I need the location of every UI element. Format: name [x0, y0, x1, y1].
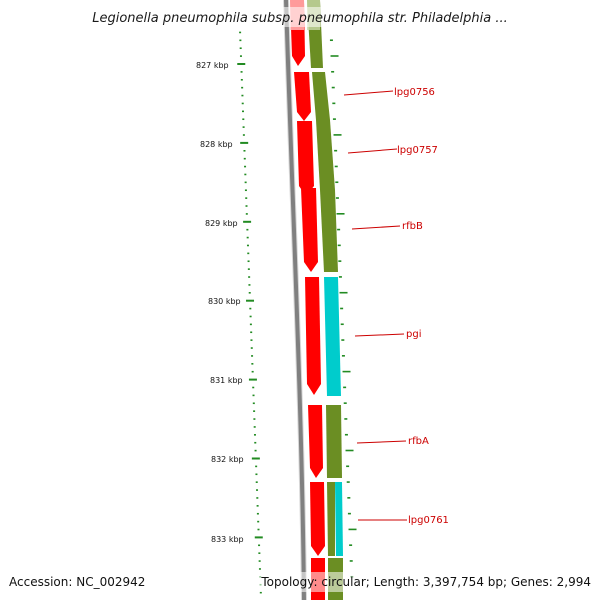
cog-feature[interactable]	[326, 405, 342, 478]
leader-line	[347, 148, 398, 154]
leader-line	[343, 90, 394, 96]
gene-label[interactable]: pgi	[406, 329, 421, 340]
ruler-label: 832 kbp	[211, 455, 244, 464]
accession-label: Accession: NC_002942	[9, 575, 145, 589]
cds-feature[interactable]	[305, 277, 321, 395]
gene-label[interactable]: lpg0756	[394, 87, 435, 98]
ruler-label: 827 kbp	[196, 61, 229, 70]
cog-feature[interactable]	[316, 120, 335, 190]
cog-feature[interactable]	[327, 482, 335, 556]
gene-label[interactable]: rfbB	[402, 221, 423, 232]
gene-label[interactable]: rfbA	[408, 436, 429, 447]
leader-line	[354, 333, 405, 337]
leader-line	[356, 440, 407, 444]
cog-feature[interactable]	[335, 482, 343, 556]
cds-feature[interactable]	[310, 482, 325, 556]
ruler-label: 831 kbp	[210, 376, 243, 385]
ruler-ticks-inner	[237, 31, 263, 594]
cds-feature[interactable]	[297, 121, 314, 196]
cog-feature[interactable]	[320, 190, 338, 272]
gene-label[interactable]: lpg0757	[397, 145, 438, 156]
cog-feature[interactable]	[312, 72, 330, 120]
gene-label[interactable]: lpg0761	[408, 515, 449, 526]
gene-labels: lpg0756 lpg0757 rfbB pgi rfbA lpg0761	[394, 87, 449, 526]
ruler-ticks-outer	[329, 39, 357, 578]
cds-feature[interactable]	[294, 72, 311, 121]
backbone-arc-core	[284, 0, 306, 600]
ruler-label: 829 kbp	[205, 219, 238, 228]
footer-backdrop	[255, 572, 595, 592]
map-title: Legionella pneumophila subsp. pneumophil…	[92, 11, 508, 26]
cds-feature[interactable]	[308, 405, 323, 478]
ruler-labels: 827 kbp 828 kbp 829 kbp 830 kbp 831 kbp …	[196, 61, 244, 544]
gene-leaders	[343, 90, 407, 521]
ruler-label: 830 kbp	[208, 297, 241, 306]
leader-line	[351, 225, 401, 230]
title-backdrop	[60, 7, 540, 27]
cog-feature[interactable]	[324, 277, 341, 396]
genome-summary: Topology: circular; Length: 3,397,754 bp…	[260, 575, 591, 589]
ruler-label: 828 kbp	[200, 140, 233, 149]
ruler-label: 833 kbp	[211, 535, 244, 544]
cds-feature[interactable]	[301, 188, 318, 272]
